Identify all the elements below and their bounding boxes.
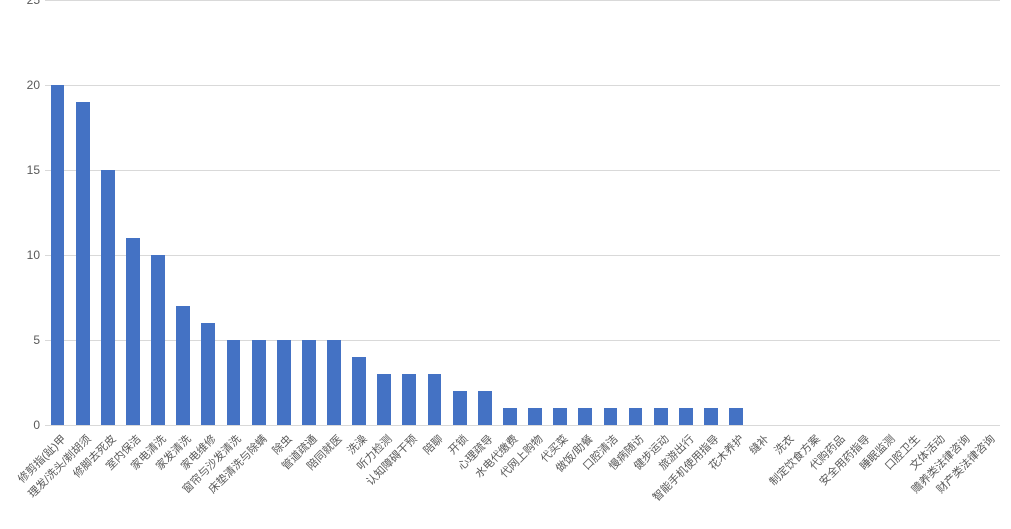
y-tick-label: 15 [0, 163, 40, 177]
bar [604, 408, 618, 425]
bar [277, 340, 291, 425]
bar [654, 408, 668, 425]
bar [528, 408, 542, 425]
bar [327, 340, 341, 425]
x-axis-labels: 修剪指(趾)甲理发/洗头/剃胡须修脚去死皮室内保洁家电清洗家发清洗家电维修窗帘与… [45, 427, 1000, 527]
bar [729, 408, 743, 425]
y-tick-label: 10 [0, 248, 40, 262]
bar [227, 340, 241, 425]
plot-area [45, 0, 1000, 426]
bar [176, 306, 190, 425]
bar [453, 391, 467, 425]
y-tick-label: 5 [0, 333, 40, 347]
y-tick-label: 0 [0, 418, 40, 432]
bar [76, 102, 90, 425]
bar [126, 238, 140, 425]
bar [578, 408, 592, 425]
bar [151, 255, 165, 425]
x-tick-label: 陪聊 [419, 431, 446, 458]
bar [428, 374, 442, 425]
y-tick-label: 20 [0, 78, 40, 92]
bar [352, 357, 366, 425]
bar-chart: 0 5 10 15 20 25 修剪指(趾)甲理发/洗头/剃胡须修脚去死皮室内保洁家电清洗… [0, 0, 1011, 529]
bar [377, 374, 391, 425]
bar [478, 391, 492, 425]
bar [51, 85, 65, 425]
bar [704, 408, 718, 425]
x-tick-label: 缝补 [746, 431, 773, 458]
bar [629, 408, 643, 425]
bars-layer [45, 0, 1000, 425]
bar [553, 408, 567, 425]
bar [302, 340, 316, 425]
bar [503, 408, 517, 425]
bar [101, 170, 115, 425]
bar [679, 408, 693, 425]
bar [201, 323, 215, 425]
bar [402, 374, 416, 425]
y-tick-label: 25 [0, 0, 40, 7]
bar [252, 340, 266, 425]
